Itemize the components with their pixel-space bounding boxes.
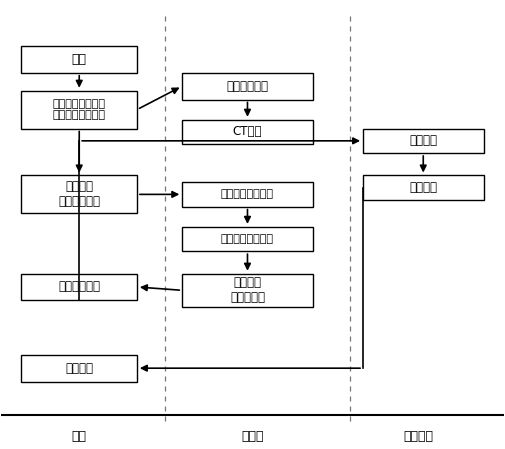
Text: CT扫描: CT扫描 — [233, 125, 262, 138]
Text: 治疗技师: 治疗技师 — [403, 430, 433, 443]
Bar — [182, 119, 313, 144]
Bar — [182, 227, 313, 251]
Text: 靶区勾画
设定处方剂量: 靶区勾画 设定处方剂量 — [58, 180, 100, 208]
Text: 患者随访: 患者随访 — [65, 362, 93, 374]
Bar — [22, 273, 137, 300]
Text: 物理师: 物理师 — [241, 430, 264, 443]
Bar — [363, 176, 483, 200]
Text: 位置验证
和剂量验证: 位置验证 和剂量验证 — [230, 276, 265, 304]
Text: 诊断: 诊断 — [72, 53, 87, 66]
Bar — [22, 355, 137, 382]
Text: 首次治疗: 首次治疗 — [409, 134, 437, 147]
Text: 分次治疗: 分次治疗 — [409, 181, 437, 194]
Text: 肿瘤患者摆位: 肿瘤患者摆位 — [226, 79, 269, 92]
Bar — [182, 73, 313, 100]
Text: 放射治疗计划检索: 放射治疗计划检索 — [221, 189, 274, 199]
Bar — [22, 176, 137, 213]
Bar — [182, 182, 313, 207]
Bar — [22, 46, 137, 73]
Text: 提出治疗目标并建
议适宜的治疗技术: 提出治疗目标并建 议适宜的治疗技术 — [53, 99, 106, 120]
Text: 治疗计划确认: 治疗计划确认 — [58, 281, 100, 294]
Text: 医师: 医师 — [72, 430, 87, 443]
Bar — [22, 91, 137, 128]
Bar — [363, 128, 483, 153]
Bar — [182, 273, 313, 307]
Text: 放射治疗计划设计: 放射治疗计划设计 — [221, 234, 274, 244]
